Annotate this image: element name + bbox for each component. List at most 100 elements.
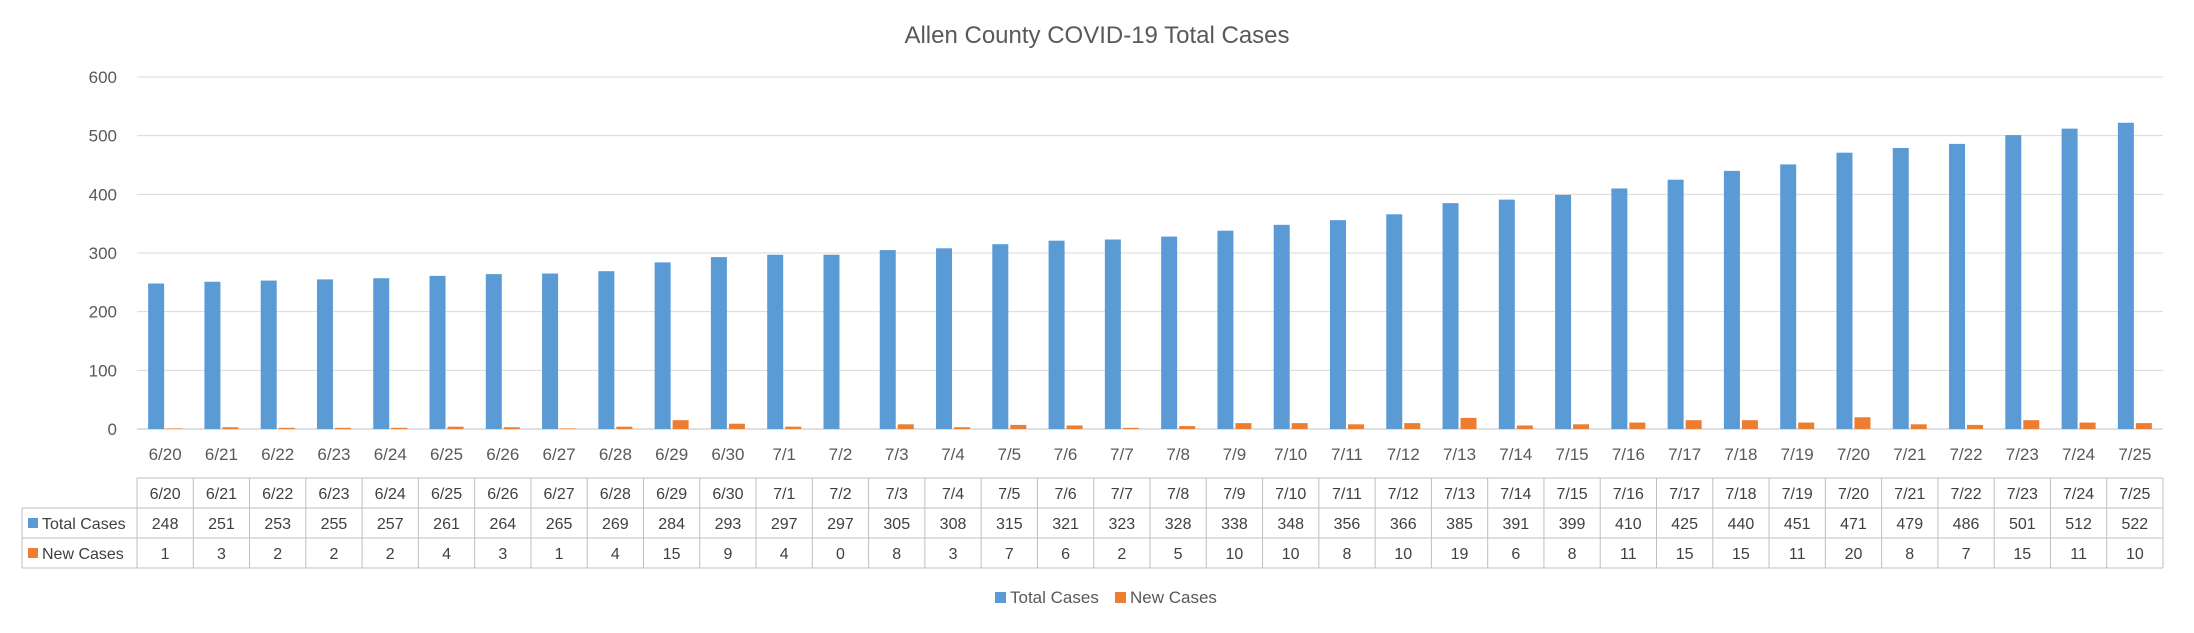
table-value-cell: 1 <box>161 546 170 563</box>
bar-new-cases <box>897 424 914 429</box>
x-tick-label: 7/3 <box>885 445 909 464</box>
gridlines <box>137 76 2163 430</box>
x-tick-label: 6/21 <box>205 445 238 464</box>
table-value-cell: 451 <box>1784 516 1811 533</box>
table-header-cell: 7/2 <box>829 486 851 503</box>
table-header-cell: 7/14 <box>1500 486 1531 503</box>
table-value-cell: 284 <box>658 516 685 533</box>
bar-new-cases <box>1122 427 1139 429</box>
x-tick-label: 7/18 <box>1724 445 1757 464</box>
table-header-cell: 6/30 <box>712 486 743 503</box>
table-value-cell: 15 <box>1732 546 1750 563</box>
x-tick-label: 6/23 <box>317 445 350 464</box>
table-value-cell: 6 <box>1061 546 1070 563</box>
table-header-cell: 7/12 <box>1388 486 1419 503</box>
table-value-cell: 15 <box>2013 546 2031 563</box>
bar-total-cases <box>485 274 502 429</box>
y-tick-label: 600 <box>89 68 117 87</box>
bar-total-cases <box>1667 179 1684 429</box>
table-header-cell: 7/25 <box>2119 486 2150 503</box>
table-header-cell: 6/23 <box>318 486 349 503</box>
table-header-cell: 7/18 <box>1725 486 1756 503</box>
bar-total-cases <box>1104 239 1121 429</box>
bar-new-cases <box>1066 425 1083 429</box>
y-tick-label: 500 <box>89 127 117 146</box>
table-value-cell: 3 <box>498 546 507 563</box>
x-tick-label: 7/17 <box>1668 445 1701 464</box>
bar-new-cases <box>2023 420 2040 429</box>
x-tick-label: 7/9 <box>1223 445 1247 464</box>
bar-new-cases <box>1347 424 1364 429</box>
bar-new-cases <box>2135 423 2152 429</box>
table-value-cell: 2 <box>330 546 339 563</box>
table-header-cell: 6/22 <box>262 486 293 503</box>
table-value-cell: 8 <box>1343 546 1352 563</box>
x-tick-label: 7/2 <box>829 445 853 464</box>
bar-total-cases <box>1442 203 1459 429</box>
bar-total-cases <box>2061 128 2078 430</box>
table-value-cell: 512 <box>2065 516 2092 533</box>
bar-total-cases <box>1892 147 1909 429</box>
table-header-cell: 6/21 <box>206 486 237 503</box>
table-header-cell: 7/11 <box>1332 486 1362 503</box>
bar-new-cases <box>728 423 745 429</box>
x-tick-label: 7/12 <box>1387 445 1420 464</box>
bar-new-cases <box>1010 424 1027 429</box>
legend-label: Total Cases <box>1010 588 1099 607</box>
table-value-cell: 10 <box>2126 546 2144 563</box>
table-value-cell: 19 <box>1451 546 1469 563</box>
table-header-cell: 7/4 <box>942 486 964 503</box>
x-tick-label: 7/25 <box>2118 445 2151 464</box>
x-tick-label: 6/30 <box>711 445 744 464</box>
bar-new-cases <box>616 426 633 429</box>
y-axis-ticks: 0 100 200 300 400 500 600 <box>89 68 117 439</box>
table-value-cell: 4 <box>611 546 620 563</box>
x-tick-label: 6/24 <box>374 445 407 464</box>
table-value-cell: 264 <box>489 516 516 533</box>
bar-total-cases <box>879 250 896 429</box>
bar-new-cases <box>166 428 183 429</box>
table-header-cell: 7/20 <box>1838 486 1869 503</box>
table-value-cell: 305 <box>883 516 910 533</box>
bar-total-cases <box>148 283 165 429</box>
bar-new-cases <box>1460 417 1477 429</box>
y-tick-label: 300 <box>89 244 117 263</box>
table-value-cell: 11 <box>2070 546 2087 563</box>
bar-total-cases <box>429 275 446 429</box>
table-header-cell: 7/1 <box>773 486 795 503</box>
bar-total-cases <box>260 280 277 429</box>
bar-total-cases <box>2117 122 2134 429</box>
table-value-cell: 315 <box>996 516 1023 533</box>
x-tick-label: 6/20 <box>149 445 182 464</box>
table-header-cell: 7/9 <box>1223 486 1245 503</box>
table-header-cell: 6/25 <box>431 486 462 503</box>
table-value-cell: 297 <box>827 516 854 533</box>
table-value-cell: 425 <box>1671 516 1698 533</box>
table-value-cell: 471 <box>1840 516 1867 533</box>
table-value-cell: 3 <box>949 546 958 563</box>
x-tick-label: 7/23 <box>2006 445 2039 464</box>
table-value-cell: 7 <box>1962 546 1971 563</box>
table-value-cell: 15 <box>1676 546 1694 563</box>
x-tick-label: 7/4 <box>941 445 965 464</box>
table-row-label: New Cases <box>42 546 124 563</box>
bar-total-cases <box>1555 194 1572 429</box>
table-value-cell: 10 <box>1394 546 1412 563</box>
x-axis-ticks: 6/20 6/21 6/22 6/23 6/24 6/25 6/26 6/27 6/28 6/29… <box>149 445 2152 464</box>
table-value-cell: 293 <box>715 516 742 533</box>
bar-new-cases <box>1235 423 1252 429</box>
bar-new-cases <box>1516 425 1533 429</box>
table-value-cell: 356 <box>1334 516 1361 533</box>
x-tick-label: 7/13 <box>1443 445 1476 464</box>
table-value-cell: 8 <box>892 546 901 563</box>
table-header-cell: 7/19 <box>1782 486 1813 503</box>
bar-new-cases <box>1854 417 1871 429</box>
bar-total-cases <box>1498 199 1515 429</box>
x-tick-label: 6/28 <box>599 445 632 464</box>
table-header-cell: 7/22 <box>1950 486 1981 503</box>
table-value-cell: 0 <box>836 546 845 563</box>
table-value-cell: 251 <box>208 516 235 533</box>
table-header-cell: 7/10 <box>1275 486 1306 503</box>
bar-total-cases <box>823 254 840 429</box>
